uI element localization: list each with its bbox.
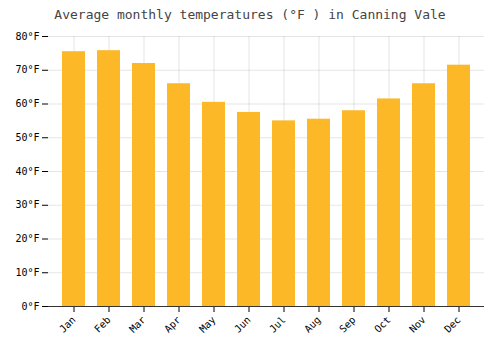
svg-text:Nov: Nov xyxy=(407,314,428,335)
svg-text:60°F: 60°F xyxy=(15,98,39,109)
svg-text:20°F: 20°F xyxy=(15,233,39,244)
svg-text:Jun: Jun xyxy=(232,314,253,335)
svg-text:10°F: 10°F xyxy=(15,267,39,278)
svg-text:May: May xyxy=(197,314,218,335)
svg-text:Mar: Mar xyxy=(127,314,148,335)
svg-text:Apr: Apr xyxy=(162,314,183,335)
svg-text:30°F: 30°F xyxy=(15,199,39,210)
svg-text:Sep: Sep xyxy=(337,314,358,335)
svg-text:70°F: 70°F xyxy=(15,64,39,75)
svg-text:Aug: Aug xyxy=(302,314,323,335)
svg-text:Feb: Feb xyxy=(92,314,113,335)
svg-text:0°F: 0°F xyxy=(21,301,39,312)
svg-text:Oct: Oct xyxy=(372,314,393,335)
html-text:Average monthly temperatures (: Average monthly temperatures (°F ) in Ca… xyxy=(54,7,446,22)
svg-text:Jul: Jul xyxy=(267,314,288,335)
svg-text:Dec: Dec xyxy=(442,314,463,335)
svg-text:80°F: 80°F xyxy=(15,31,39,42)
svg-text:40°F: 40°F xyxy=(15,166,39,177)
svg-text:Jan: Jan xyxy=(57,314,78,335)
svg-text:50°F: 50°F xyxy=(15,132,39,143)
